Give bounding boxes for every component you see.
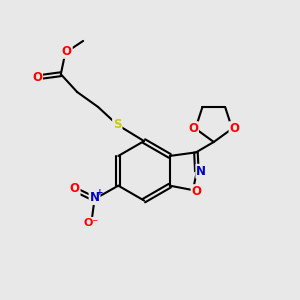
Text: N: N <box>196 165 206 178</box>
Text: S: S <box>113 118 122 131</box>
Text: O: O <box>32 71 42 84</box>
Text: N: N <box>89 191 100 204</box>
Text: O: O <box>70 182 80 195</box>
Text: O: O <box>191 185 202 198</box>
Text: O⁻: O⁻ <box>84 218 99 228</box>
Text: O: O <box>62 45 72 58</box>
Text: O: O <box>230 122 239 135</box>
Text: +: + <box>96 188 104 197</box>
Text: O: O <box>188 122 198 135</box>
